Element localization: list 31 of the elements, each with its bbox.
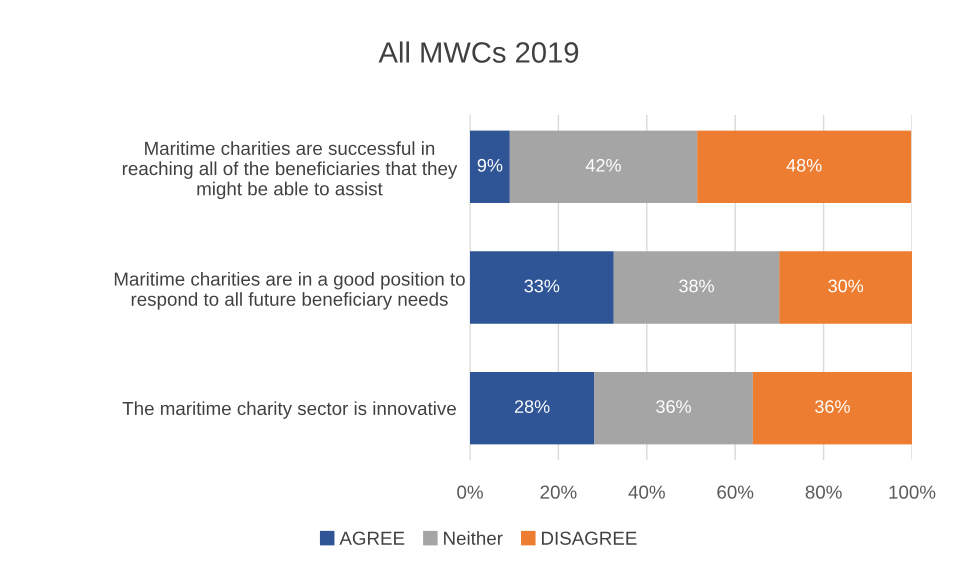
bar: [470, 251, 614, 324]
data-label: 36%: [815, 400, 850, 413]
data-label: 42%: [586, 158, 621, 172]
bar: [470, 130, 510, 204]
chart-title: All MWCs 2019: [378, 41, 578, 63]
y-tick-label: Maritime charities are successful in reaching all of the beneficiaries that they might be able to assist: [122, 141, 458, 200]
x-tick-label: 20%: [540, 485, 576, 499]
data-label: 33%: [524, 280, 560, 292]
data-label: 28%: [514, 400, 550, 413]
bar: [697, 130, 912, 204]
bar: [510, 130, 698, 204]
x-tick-label: 40%: [628, 485, 665, 499]
legend-label: AGREE: [339, 532, 404, 545]
y-tick-label: Maritime charities are in a good position to respond to all future beneficiary needs: [114, 272, 465, 310]
bar: [594, 372, 753, 444]
bar: [779, 251, 912, 324]
x-tick-label: 60%: [717, 485, 754, 499]
legend-label: Neither: [444, 531, 503, 545]
data-label: 9%: [478, 158, 502, 172]
x-tick-label: 100%: [889, 485, 936, 499]
bar: [470, 372, 594, 444]
data-label: 36%: [656, 400, 691, 413]
data-label: 48%: [786, 158, 822, 172]
x-tick-label: 80%: [806, 485, 842, 499]
bar: [752, 372, 912, 444]
bar: [614, 251, 780, 324]
data-label: 30%: [828, 280, 864, 292]
x-tick-label: 0%: [457, 485, 483, 499]
data-label: 38%: [679, 280, 714, 292]
y-tick-label: The maritime charity sector is innovative: [122, 401, 456, 419]
legend-label: DISAGREE: [542, 532, 637, 545]
